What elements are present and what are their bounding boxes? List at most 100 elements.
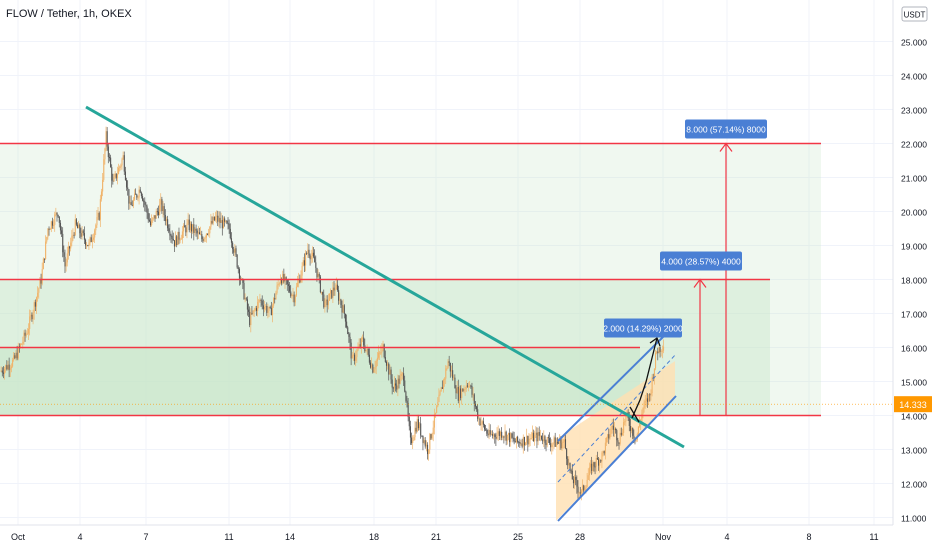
- candle-body: [163, 206, 165, 216]
- candle-body: [103, 159, 105, 180]
- candle-body: [428, 449, 430, 455]
- candle-body: [545, 443, 547, 446]
- candle-body: [220, 220, 222, 223]
- candle-body: [159, 204, 161, 215]
- candle-body: [175, 236, 177, 247]
- candle-body: [567, 458, 569, 466]
- candle-body: [656, 351, 658, 353]
- candle-body: [366, 348, 368, 350]
- candle-body: [389, 369, 391, 375]
- candle-body: [348, 334, 350, 337]
- candle-body: [662, 346, 665, 351]
- drawings[interactable]: 8.000 (57.14%) 8000 4.000 (28.57%) 4000 2.…: [0, 105, 821, 522]
- candle-body: [205, 233, 207, 238]
- candle-body: [297, 282, 299, 287]
- candle-body: [534, 434, 536, 442]
- candle-body: [20, 343, 22, 348]
- candle-body: [115, 173, 117, 179]
- candle-body: [661, 350, 663, 352]
- candle-body: [637, 426, 639, 435]
- candle-body: [147, 213, 149, 220]
- candle-body: [33, 302, 35, 313]
- target-label[interactable]: 2.000 (14.29%) 2000: [603, 318, 683, 338]
- breakout-arrow[interactable]: [631, 337, 658, 419]
- candle-body: [598, 459, 600, 466]
- candle-body: [332, 287, 334, 298]
- price-tick-label: 16.000: [901, 344, 927, 354]
- candle-body: [453, 377, 455, 379]
- candle-body: [4, 368, 6, 374]
- channel-upper[interactable]: [557, 335, 665, 442]
- channel-mid[interactable]: [557, 353, 677, 483]
- target-arrow-4000-head: [693, 278, 707, 288]
- candle-body: [551, 444, 553, 448]
- candle-body: [342, 305, 344, 313]
- candle-body: [302, 260, 304, 266]
- candle-body: [229, 228, 231, 239]
- current-price-tag[interactable]: [894, 396, 932, 413]
- candle-body: [604, 442, 606, 454]
- candle-body: [482, 421, 484, 425]
- candle-body: [544, 436, 546, 444]
- candle-body: [254, 308, 256, 311]
- candle-body: [493, 434, 495, 436]
- candle-body: [184, 225, 186, 228]
- candle-body: [54, 214, 56, 225]
- candle-body: [499, 431, 502, 437]
- candle-body: [200, 234, 202, 236]
- candle-body: [632, 427, 634, 436]
- time-axis-bg: [0, 525, 932, 550]
- candle-body: [385, 361, 388, 366]
- candle-body: [146, 206, 148, 214]
- candle-body: [9, 368, 11, 370]
- candle-body: [154, 215, 156, 219]
- candle-body: [602, 451, 604, 453]
- candle-body: [294, 295, 296, 303]
- candle-body: [237, 267, 239, 270]
- target-label[interactable]: 8.000 (57.14%) 8000: [685, 119, 767, 139]
- candle-body: [267, 310, 269, 313]
- candle-body: [262, 305, 264, 310]
- candle-body: [436, 406, 438, 413]
- candle-body: [42, 258, 44, 270]
- candle-body: [379, 352, 381, 354]
- candle-body: [398, 378, 400, 384]
- candle-body: [611, 425, 613, 428]
- candle-body: [222, 218, 225, 229]
- channel-lower[interactable]: [557, 395, 677, 522]
- candle-body: [445, 368, 447, 379]
- candle-body: [438, 394, 440, 403]
- candle-body: [372, 364, 374, 373]
- time-tick-label: 11: [224, 532, 233, 542]
- candle-body: [308, 249, 310, 256]
- candle-body: [432, 427, 434, 435]
- candle-body: [165, 219, 168, 222]
- target-label[interactable]: 4.000 (28.57%) 4000: [660, 251, 742, 271]
- candle-body: [162, 206, 164, 212]
- price-tick-label: 12.000: [901, 480, 927, 490]
- candle-body: [583, 485, 585, 491]
- candle-body: [187, 219, 189, 224]
- current-price-label: 14.333: [899, 400, 927, 410]
- candle-body: [275, 292, 277, 300]
- candle-body: [236, 254, 238, 268]
- candle-body: [603, 451, 605, 454]
- currency-badge[interactable]: [901, 6, 928, 22]
- candle-body: [219, 217, 221, 223]
- candle-body: [13, 355, 15, 360]
- trendline-descending[interactable]: [85, 105, 685, 449]
- time-axis[interactable]: Oct 4 7 11 14 18 21 25 28 Nov 4 8 11: [0, 524, 932, 550]
- candle-body: [324, 301, 326, 308]
- candle-body: [126, 180, 128, 188]
- candle-body: [362, 337, 364, 339]
- candle-body: [179, 239, 181, 241]
- candle-body: [0, 370, 2, 372]
- candle-body: [185, 227, 187, 233]
- candle-body: [83, 233, 85, 240]
- candle-body: [129, 202, 131, 204]
- candle-body: [523, 437, 525, 446]
- candle-body: [588, 467, 590, 476]
